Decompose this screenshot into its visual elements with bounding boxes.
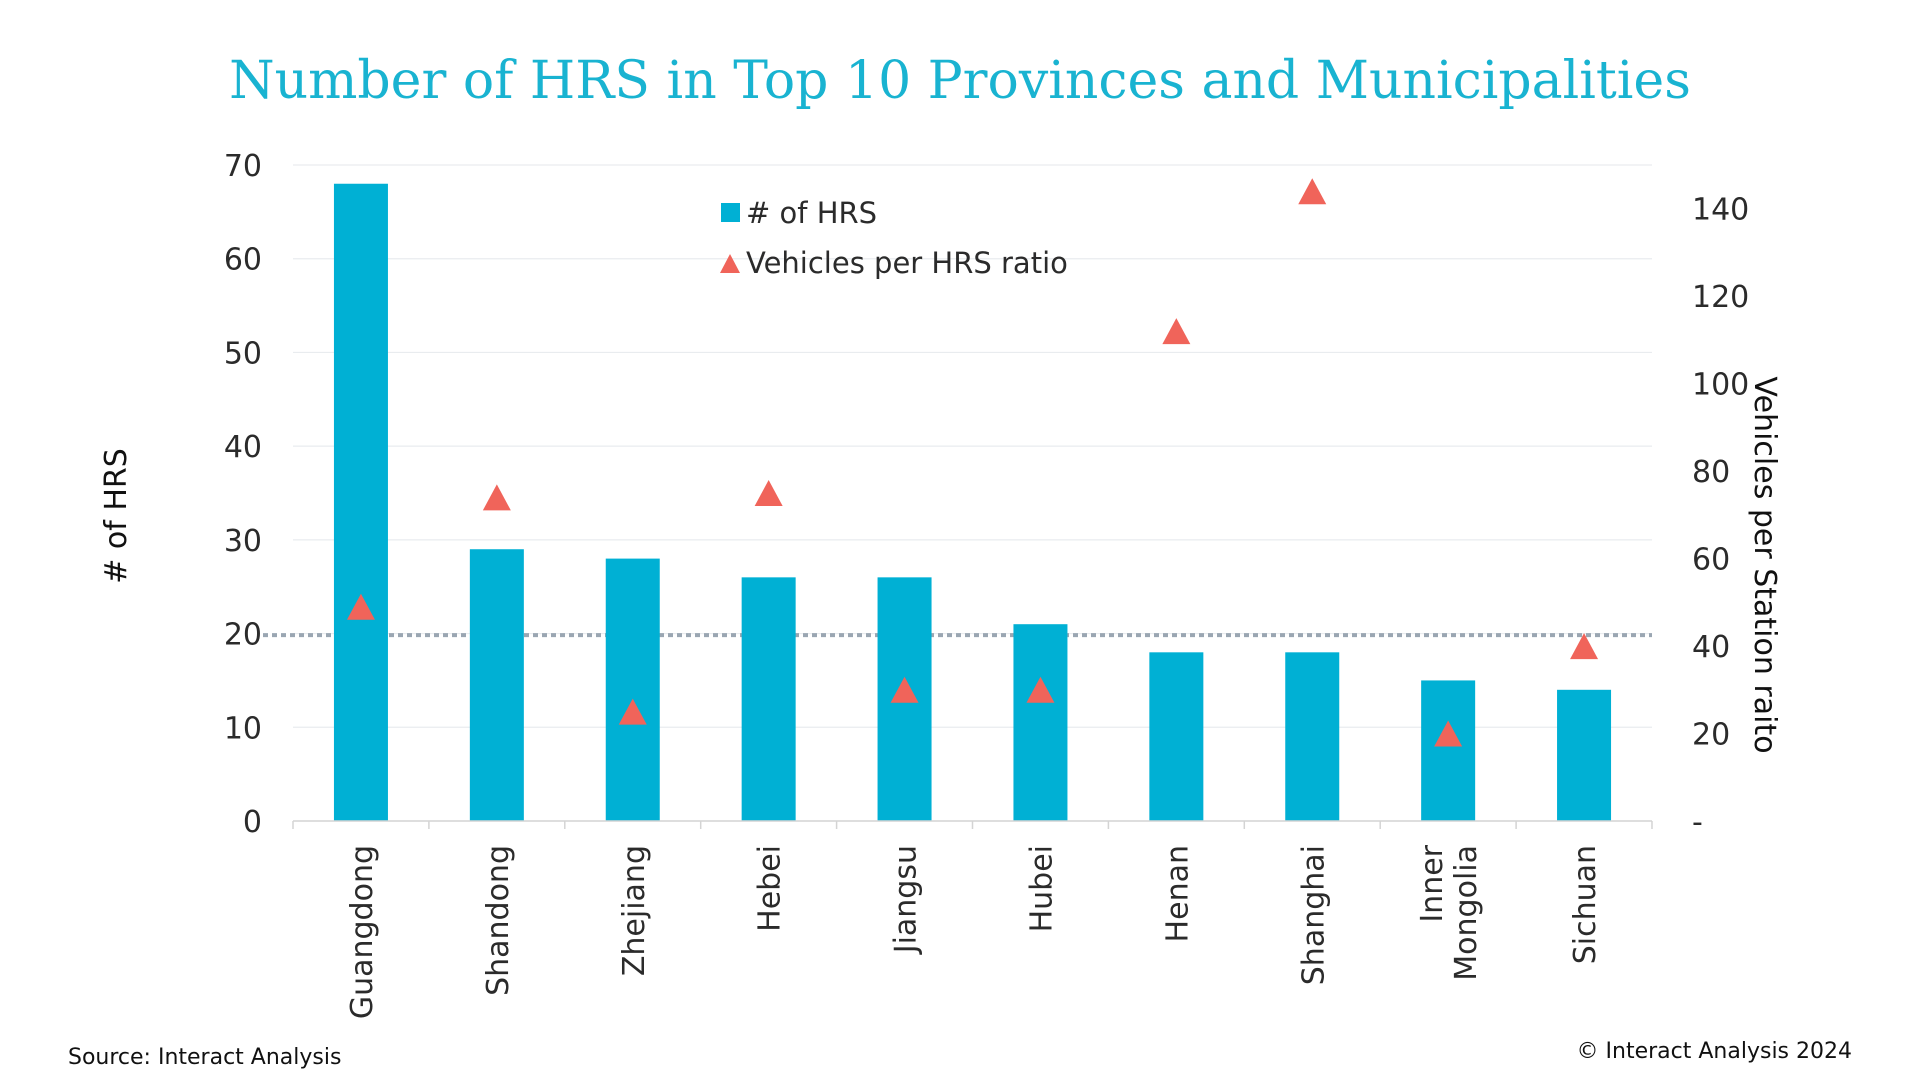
category-label: Henan xyxy=(1160,845,1195,942)
bars xyxy=(333,183,1612,821)
category-label-group: Jiangsu xyxy=(889,845,924,955)
category-label: Inner xyxy=(1415,844,1450,922)
category-label: Shandong xyxy=(481,845,516,996)
right-tick-label: 80 xyxy=(1692,455,1730,490)
right-tick-label: 20 xyxy=(1692,718,1730,753)
ratio-marker xyxy=(346,593,375,620)
legend-triangle-label: Vehicles per HRS ratio xyxy=(746,246,1068,280)
category-label: Guangdong xyxy=(345,845,380,1019)
bar xyxy=(1013,624,1068,821)
ratio-marker xyxy=(754,480,783,506)
axes xyxy=(292,820,1653,829)
bar xyxy=(1149,652,1204,821)
left-tick-label: 50 xyxy=(224,336,262,371)
category-label-group: Henan xyxy=(1160,845,1195,942)
right-tick-label: 140 xyxy=(1692,193,1749,228)
right-tick-label: 60 xyxy=(1692,543,1730,578)
bar xyxy=(333,183,388,821)
category-label: Hubei xyxy=(1024,845,1059,932)
right-axis-ticks: - 20 40 60 80 100 120 140 xyxy=(1692,193,1749,840)
category-label-group: Sichuan xyxy=(1568,845,1603,964)
bar xyxy=(1421,680,1476,821)
category-label: Sichuan xyxy=(1568,845,1603,964)
ratio-marker xyxy=(1298,178,1327,205)
bar xyxy=(469,549,524,821)
bar xyxy=(1285,652,1340,821)
legend-bar-label: # of HRS xyxy=(746,196,877,230)
left-tick-label: 30 xyxy=(224,524,262,559)
ratio-marker xyxy=(1162,318,1191,345)
right-tick-label: - xyxy=(1692,805,1703,840)
category-label: Zhejiang xyxy=(617,845,652,976)
left-tick-label: 0 xyxy=(243,805,262,840)
chart-title: Number of HRS in Top 10 Provinces and Mu… xyxy=(229,51,1691,111)
category-label-group: Shanghai xyxy=(1296,845,1331,985)
right-tick-label: 40 xyxy=(1692,630,1730,665)
ratio-marker xyxy=(1570,633,1599,660)
category-label: Shanghai xyxy=(1296,845,1331,985)
ratio-marker xyxy=(1434,720,1463,747)
ratio-marker xyxy=(890,676,919,703)
ratio-marker xyxy=(618,698,647,725)
category-label-group: Guangdong xyxy=(345,845,380,1019)
ratio-markers xyxy=(346,178,1599,747)
legend-bar-swatch xyxy=(721,203,740,222)
ratio-marker xyxy=(1026,676,1055,703)
left-axis-ticks: 0 10 20 30 40 50 60 70 xyxy=(224,149,262,840)
category-label-group: Shandong xyxy=(481,845,516,996)
left-tick-label: 60 xyxy=(224,243,262,278)
category-label-group: Inner Mongolia xyxy=(1415,844,1484,980)
bar xyxy=(741,577,796,821)
bar xyxy=(605,558,660,821)
right-tick-label: 100 xyxy=(1692,368,1749,403)
ratio-marker xyxy=(482,484,511,511)
category-label-group: Hubei xyxy=(1024,845,1059,932)
category-label-group: Hebei xyxy=(753,845,788,932)
legend-triangle-swatch xyxy=(720,254,740,273)
left-tick-label: 70 xyxy=(224,149,262,184)
y-axis-title: # of HRS xyxy=(99,448,134,584)
bar xyxy=(1557,689,1612,821)
source-note: Source: Interact Analysis xyxy=(68,1045,341,1070)
category-labels: Guangdong Shandong Zhejiang Hebei Jiangsu Hub… xyxy=(345,844,1603,1019)
category-label: Mongolia xyxy=(1449,845,1484,981)
left-tick-label: 20 xyxy=(224,618,262,653)
copyright-note: © Interact Analysis 2024 xyxy=(1577,1039,1852,1064)
right-tick-label: 120 xyxy=(1692,280,1749,315)
left-tick-label: 40 xyxy=(224,430,262,465)
category-label: Jiangsu xyxy=(889,845,924,955)
legend: # of HRS Vehicles per HRS ratio xyxy=(720,196,1068,280)
left-tick-label: 10 xyxy=(224,711,262,746)
category-label-group: Zhejiang xyxy=(617,845,652,976)
y2-axis-title: Vehicles per Station raito xyxy=(1747,376,1782,753)
category-label: Hebei xyxy=(753,845,788,932)
